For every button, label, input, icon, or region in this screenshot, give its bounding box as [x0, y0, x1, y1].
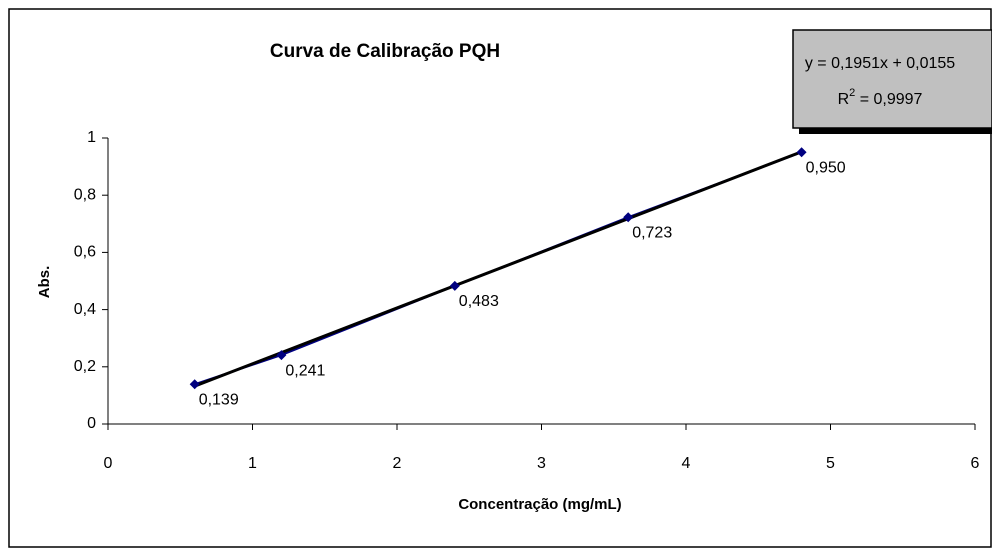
y-tick-label: 0,2	[74, 358, 96, 375]
equation-box	[792, 29, 992, 129]
x-tick-label: 6	[971, 455, 980, 472]
x-tick-label: 0	[104, 455, 113, 472]
x-tick-label: 5	[826, 455, 835, 472]
trendline	[194, 150, 803, 388]
x-tick-label: 1	[248, 455, 257, 472]
y-tick-label: 1	[87, 129, 96, 146]
y-tick-label: 0	[87, 415, 96, 432]
r2-base: R	[838, 91, 850, 108]
data-label: 0,950	[806, 160, 846, 177]
data-point	[623, 212, 634, 223]
y-tick-label: 0,4	[74, 301, 96, 318]
y-axis-label: Abs.	[36, 266, 53, 299]
data-point	[796, 147, 807, 158]
x-tick-label: 2	[393, 455, 402, 472]
x-axis-label: Concentração (mg/mL)	[458, 496, 621, 513]
data-label: 0,483	[459, 293, 499, 310]
x-tick-label: 4	[682, 455, 691, 472]
data-label: 0,139	[199, 391, 239, 408]
data-point	[189, 379, 200, 390]
data-point	[449, 280, 460, 291]
r2-label: R2 = 0,9997	[838, 87, 923, 108]
data-label: 0,241	[285, 362, 325, 379]
data-label: 0,723	[632, 224, 672, 241]
r2-rest: = 0,9997	[855, 91, 922, 108]
data-point	[276, 350, 287, 361]
y-tick-label: 0,8	[74, 186, 96, 203]
r2-sup: 2	[849, 87, 855, 99]
equation-label: y = 0,1951x + 0,0155	[805, 55, 955, 72]
x-tick-label: 3	[537, 455, 546, 472]
y-tick-label: 0,6	[74, 244, 96, 261]
chart-title: Curva de Calibração PQH	[270, 41, 500, 62]
